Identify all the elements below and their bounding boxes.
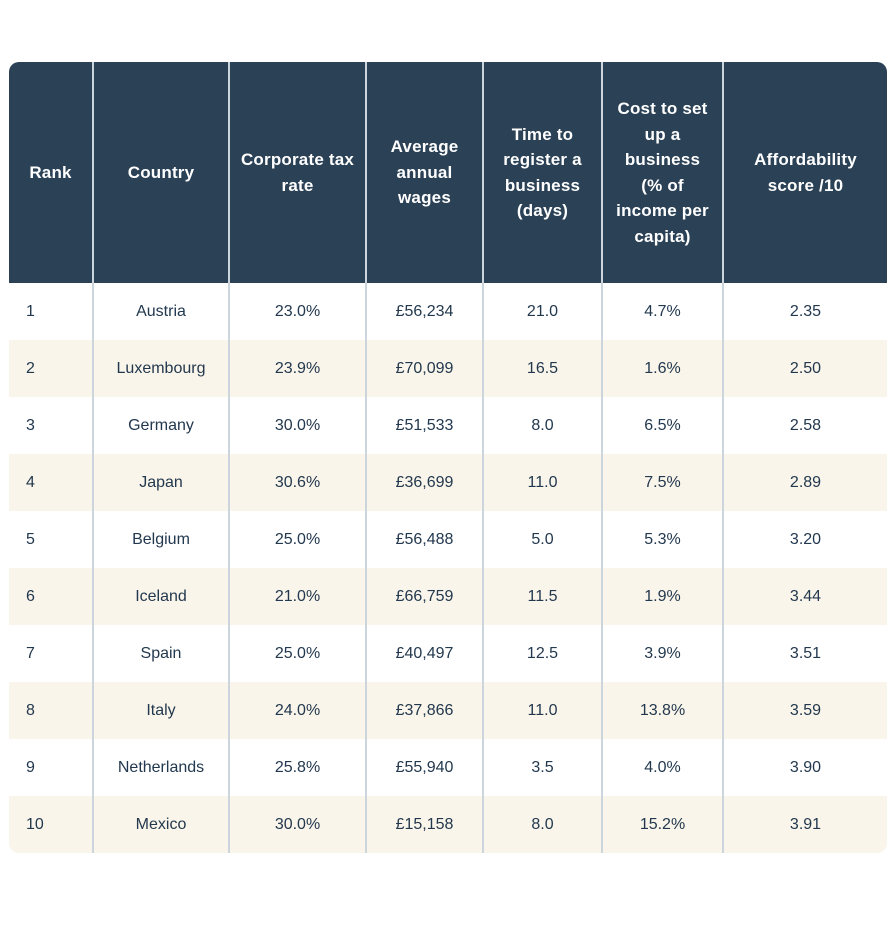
table-cell: £40,497: [366, 625, 484, 682]
table-cell: £51,533: [366, 397, 484, 454]
table-cell: 25.0%: [229, 511, 367, 568]
table-cell: 30.0%: [229, 796, 367, 853]
table-cell: 11.0: [483, 682, 603, 739]
table-cell: 1.9%: [602, 568, 724, 625]
table-cell: £56,234: [366, 283, 484, 340]
column-header: Cost to set up a business (% of income p…: [602, 62, 724, 283]
table-cell: 2: [9, 340, 94, 397]
table-row: 8 Italy 24.0% £37,866 11.0 13.8% 3.59: [9, 682, 887, 739]
table-cell: £15,158: [366, 796, 484, 853]
table-cell: Germany: [93, 397, 230, 454]
table-cell: 3.90: [723, 739, 887, 796]
table-cell: 5.3%: [602, 511, 724, 568]
table-cell: Luxembourg: [93, 340, 230, 397]
table-cell: 24.0%: [229, 682, 367, 739]
table-cell: 4: [9, 454, 94, 511]
table-cell: Italy: [93, 682, 230, 739]
table-cell: 6.5%: [602, 397, 724, 454]
column-header: Time to register a business (days): [483, 62, 603, 283]
table-cell: 3.44: [723, 568, 887, 625]
table-cell: 2.58: [723, 397, 887, 454]
table-body: 1 Austria 23.0% £56,234 21.0 4.7% 2.35 2 Luxembo…: [9, 283, 887, 853]
table-cell: 3.5: [483, 739, 603, 796]
table-cell: 10: [9, 796, 94, 853]
column-header: Affordability score /10: [723, 62, 887, 283]
table-cell: 12.5: [483, 625, 603, 682]
column-header: Country: [93, 62, 230, 283]
table-cell: £66,759: [366, 568, 484, 625]
table-cell: 30.6%: [229, 454, 367, 511]
table-cell: 9: [9, 739, 94, 796]
table-cell: Belgium: [93, 511, 230, 568]
table-cell: 3: [9, 397, 94, 454]
affordability-table: Rank Country Corporate tax rate Average ann…: [9, 62, 887, 853]
table-cell: 8.0: [483, 397, 603, 454]
table-cell: 1: [9, 283, 94, 340]
table-row: 7 Spain 25.0% £40,497 12.5 3.9% 3.51: [9, 625, 887, 682]
table-cell: 2.89: [723, 454, 887, 511]
table-row: 6 Iceland 21.0% £66,759 11.5 1.9% 3.44: [9, 568, 887, 625]
table-cell: 5.0: [483, 511, 603, 568]
table-cell: 16.5: [483, 340, 603, 397]
table-row: 10 Mexico 30.0% £15,158 8.0 15.2% 3.91: [9, 796, 887, 853]
table-cell: 15.2%: [602, 796, 724, 853]
table-cell: Mexico: [93, 796, 230, 853]
table-row: 3 Germany 30.0% £51,533 8.0 6.5% 2.58: [9, 397, 887, 454]
table-cell: £70,099: [366, 340, 484, 397]
table-cell: Iceland: [93, 568, 230, 625]
table-cell: 5: [9, 511, 94, 568]
table-cell: Netherlands: [93, 739, 230, 796]
table-cell: 2.50: [723, 340, 887, 397]
table-row: 2 Luxembourg 23.9% £70,099 16.5 1.6% 2.50: [9, 340, 887, 397]
table-cell: 3.51: [723, 625, 887, 682]
table-row: 5 Belgium 25.0% £56,488 5.0 5.3% 3.20: [9, 511, 887, 568]
table-cell: 6: [9, 568, 94, 625]
table-cell: 8.0: [483, 796, 603, 853]
table-cell: 8: [9, 682, 94, 739]
column-header: Rank: [9, 62, 94, 283]
table-cell: 7.5%: [602, 454, 724, 511]
table-row: 1 Austria 23.0% £56,234 21.0 4.7% 2.35: [9, 283, 887, 340]
table-cell: 23.9%: [229, 340, 367, 397]
table-cell: £55,940: [366, 739, 484, 796]
table-cell: 7: [9, 625, 94, 682]
table-cell: 1.6%: [602, 340, 724, 397]
table-cell: 3.59: [723, 682, 887, 739]
table-row: 4 Japan 30.6% £36,699 11.0 7.5% 2.89: [9, 454, 887, 511]
table-cell: 3.20: [723, 511, 887, 568]
table-cell: Spain: [93, 625, 230, 682]
table-cell: Japan: [93, 454, 230, 511]
header-row: Rank Country Corporate tax rate Average ann…: [9, 62, 887, 283]
table-cell: 25.0%: [229, 625, 367, 682]
table-cell: 2.35: [723, 283, 887, 340]
table-cell: 25.8%: [229, 739, 367, 796]
table-cell: 30.0%: [229, 397, 367, 454]
table-cell: 21.0: [483, 283, 603, 340]
table-cell: 21.0%: [229, 568, 367, 625]
table-cell: £36,699: [366, 454, 484, 511]
table-header: Rank Country Corporate tax rate Average ann…: [9, 62, 887, 283]
table-cell: 23.0%: [229, 283, 367, 340]
table-cell: £56,488: [366, 511, 484, 568]
table-cell: 4.7%: [602, 283, 724, 340]
table-cell: £37,866: [366, 682, 484, 739]
table-cell: 3.91: [723, 796, 887, 853]
table-cell: 4.0%: [602, 739, 724, 796]
data-table: Rank Country Corporate tax rate Average ann…: [9, 62, 887, 853]
column-header: Corporate tax rate: [229, 62, 367, 283]
table-cell: 3.9%: [602, 625, 724, 682]
table-row: 9 Netherlands 25.8% £55,940 3.5 4.0% 3.90: [9, 739, 887, 796]
table-cell: 11.5: [483, 568, 603, 625]
table-cell: 11.0: [483, 454, 603, 511]
table-cell: Austria: [93, 283, 230, 340]
table-cell: 13.8%: [602, 682, 724, 739]
column-header: Average annual wages: [366, 62, 484, 283]
